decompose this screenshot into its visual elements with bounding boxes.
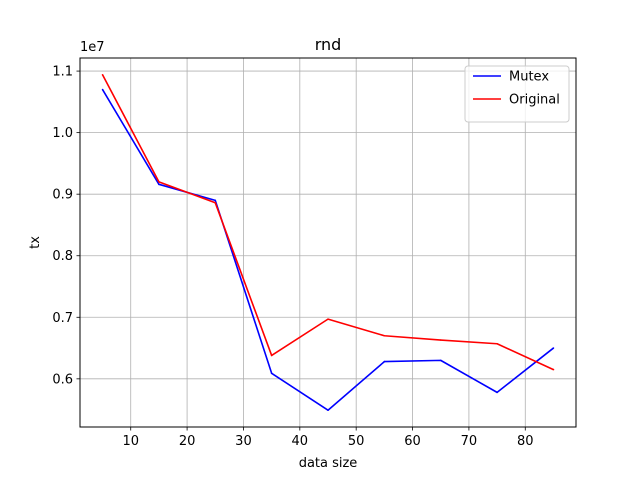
data-point — [552, 347, 555, 349]
data-point — [383, 334, 386, 337]
x-tick-label: 10 — [122, 434, 139, 449]
plot-lines — [101, 73, 555, 412]
x-tick-label: 70 — [461, 434, 478, 449]
y-tick-label: 1.0 — [52, 126, 73, 141]
y-tick-label: 0.7 — [52, 311, 73, 326]
data-point — [496, 391, 498, 394]
x-tick-label: 40 — [292, 434, 309, 449]
y-axis-label: tx — [28, 236, 43, 249]
data-point — [101, 73, 104, 76]
x-tick-label: 20 — [179, 434, 196, 449]
data-point — [214, 201, 217, 204]
data-point — [383, 360, 386, 363]
x-tick-label: 80 — [517, 434, 534, 449]
legend-label: Original — [509, 93, 560, 108]
data-point — [439, 359, 442, 362]
data-point — [327, 409, 329, 412]
data-point — [158, 181, 160, 183]
y-axis-offset-text: 1e7 — [80, 40, 105, 55]
chart-title: rnd — [315, 35, 342, 54]
x-tick-label: 30 — [235, 434, 252, 449]
x-tick-label: 50 — [348, 434, 365, 449]
legend-box — [464, 65, 570, 123]
data-point — [327, 318, 329, 320]
data-point — [439, 339, 442, 341]
data-point — [270, 372, 273, 375]
y-tick-label: 0.6 — [52, 372, 73, 387]
y-tick-label: 0.8 — [52, 249, 73, 264]
y-tick-label: 0.9 — [52, 188, 73, 203]
data-point — [270, 354, 273, 357]
data-point — [158, 183, 160, 186]
legend-label: Mutex — [509, 70, 549, 85]
data-point — [214, 199, 217, 202]
axes-frame — [79, 57, 577, 428]
data-point — [496, 342, 498, 345]
legend-entries: Mutex Original — [473, 70, 560, 108]
legend: Mutex Original — [464, 65, 570, 123]
y-tick-label: 1.1 — [52, 65, 73, 80]
ticks: 10 20 30 40 50 60 70 80 0.6 0.7 0.8 0.9 1.0 1.1 — [52, 65, 533, 449]
data-point — [101, 88, 104, 91]
data-point — [552, 368, 555, 371]
x-axis-label: data size — [299, 456, 358, 471]
x-tick-label: 60 — [404, 434, 421, 449]
